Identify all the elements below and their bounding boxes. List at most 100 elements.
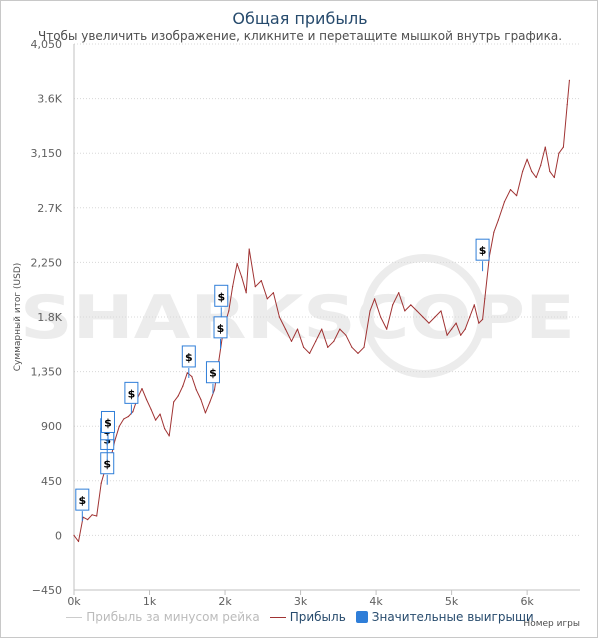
legend-item-big-wins[interactable]: Значительные выигрыши [355,610,534,624]
data-point [422,316,424,318]
plot-area[interactable] [73,79,571,543]
data-point [77,540,80,543]
data-point [446,334,448,336]
legend-item-profit[interactable]: Прибыль [269,610,346,624]
data-point [127,415,129,418]
data-point [100,482,102,484]
data-point [118,425,120,427]
data-point [481,318,484,321]
data-point [236,263,238,265]
data-point [186,372,188,374]
big-win-marker[interactable]: $ [100,410,115,444]
x-tick-label: 4k [369,595,383,608]
data-point [245,292,247,294]
big-win-marker[interactable]: $ [213,316,228,349]
data-point [141,387,143,390]
big-win-marker[interactable]: $ [124,381,139,415]
big-win-marker[interactable]: $ [205,361,220,394]
data-point [509,189,512,191]
legend-label: Прибыль [289,610,346,624]
data-point [473,304,475,306]
data-point [302,346,305,348]
data-point [204,412,207,414]
big-win-marker[interactable]: $ [475,238,490,272]
data-point [327,346,329,348]
big-win-marker[interactable]: $ [75,488,90,522]
data-point [553,176,555,179]
legend-item-rake[interactable]: Прибыль за минусом рейка [66,610,260,624]
y-tick-label: 450 [41,475,62,488]
y-tick-label: 900 [41,420,62,433]
series-line-profit[interactable] [73,80,570,542]
data-point [86,519,89,521]
data-point [404,310,406,312]
legend-line-icon [66,616,83,618]
data-point [195,389,197,391]
data-point [272,292,274,294]
data-point [451,328,453,330]
legend-line-icon [269,616,286,618]
data-point [535,176,537,179]
data-point [410,304,412,306]
marker-box [181,345,196,368]
y-tick-label: 4,050 [31,38,63,51]
data-point [200,398,202,401]
x-axis-title: Номер игры [523,619,580,629]
y-tick-label: 2,250 [31,256,63,269]
data-point [345,334,347,336]
data-point [209,401,211,403]
data-point [159,413,161,415]
dollar-icon: $ [78,494,86,507]
markers-group[interactable]: $$$$$$$$$$$ [75,238,490,522]
data-point [484,298,486,300]
data-point [549,170,551,172]
data-point [339,328,341,330]
data-point [150,408,152,410]
data-point [493,231,495,233]
marker-box [214,284,229,307]
data-point [218,358,220,361]
data-point [278,316,281,318]
x-tick-label: 1k [143,595,157,608]
big-win-marker[interactable]: $ [181,345,196,378]
big-win-marker[interactable]: $ [214,284,229,318]
dollar-icon: $ [103,458,111,471]
marker-box [75,488,90,511]
legend: Прибыль за минусом рейка Прибыль Значите… [0,608,600,626]
data-point [296,328,299,330]
dollar-icon: $ [128,387,136,400]
data-point [231,286,234,288]
data-point [544,146,546,148]
data-point [260,280,262,282]
data-point [73,534,75,537]
data-point [398,292,400,294]
data-point [290,340,293,342]
x-tick-label: 3k [294,595,308,608]
data-point [531,170,533,172]
x-tick-label: 5k [445,595,459,608]
y-tick-label: 1,350 [31,366,63,379]
data-point [503,201,506,203]
chart-title: Общая прибыль [232,9,368,28]
data-point [434,316,436,318]
data-point [526,158,528,160]
data-point [464,328,466,330]
data-point [266,298,268,300]
legend-label: Значительные выигрыши [371,610,534,624]
data-point [154,419,157,421]
legend-label: Прибыль за минусом рейка [86,610,260,624]
data-point [114,440,116,442]
data-point [428,322,430,324]
data-point [123,418,125,420]
legend-box-icon [355,611,368,623]
data-point [248,248,250,250]
data-point [380,316,382,318]
data-point [392,304,394,306]
dollar-icon: $ [479,244,487,257]
watermark-scope-icon [362,254,486,378]
marker-box [205,361,220,384]
data-point [478,322,480,324]
data-point [173,401,175,403]
chart-subtitle: Чтобы увеличить изображение, кликните и … [37,29,563,43]
